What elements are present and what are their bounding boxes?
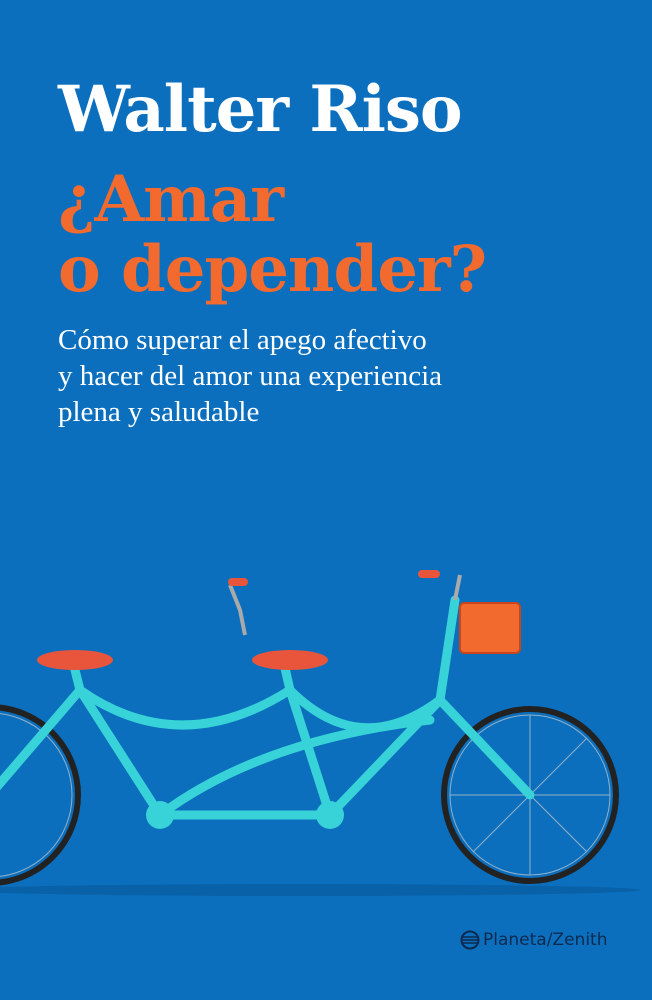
title-line: o depender? xyxy=(58,232,487,307)
rear-wheel xyxy=(0,704,81,886)
subtitle-line: Cómo superar el apego afectivo xyxy=(58,324,427,356)
front-basket xyxy=(459,602,521,654)
saddles xyxy=(37,570,440,670)
publisher-name: Planeta/Zenith xyxy=(483,930,608,950)
bike-frame xyxy=(0,595,535,820)
tandem-bicycle-illustration xyxy=(0,570,640,896)
publisher-logo: Planeta/Zenith xyxy=(460,930,607,950)
subtitle-line: y hacer del amor una experiencia xyxy=(58,360,443,392)
front-wheel xyxy=(441,706,619,884)
author-name: Walter Riso xyxy=(58,72,463,147)
subtitle-line: plena y saludable xyxy=(58,396,260,428)
book-title: ¿Amar o depender? xyxy=(58,162,487,307)
title-line: ¿Amar xyxy=(58,162,284,237)
book-subtitle: Cómo superar el apego afectivo y hacer d… xyxy=(58,322,442,430)
globe-icon xyxy=(460,930,480,950)
